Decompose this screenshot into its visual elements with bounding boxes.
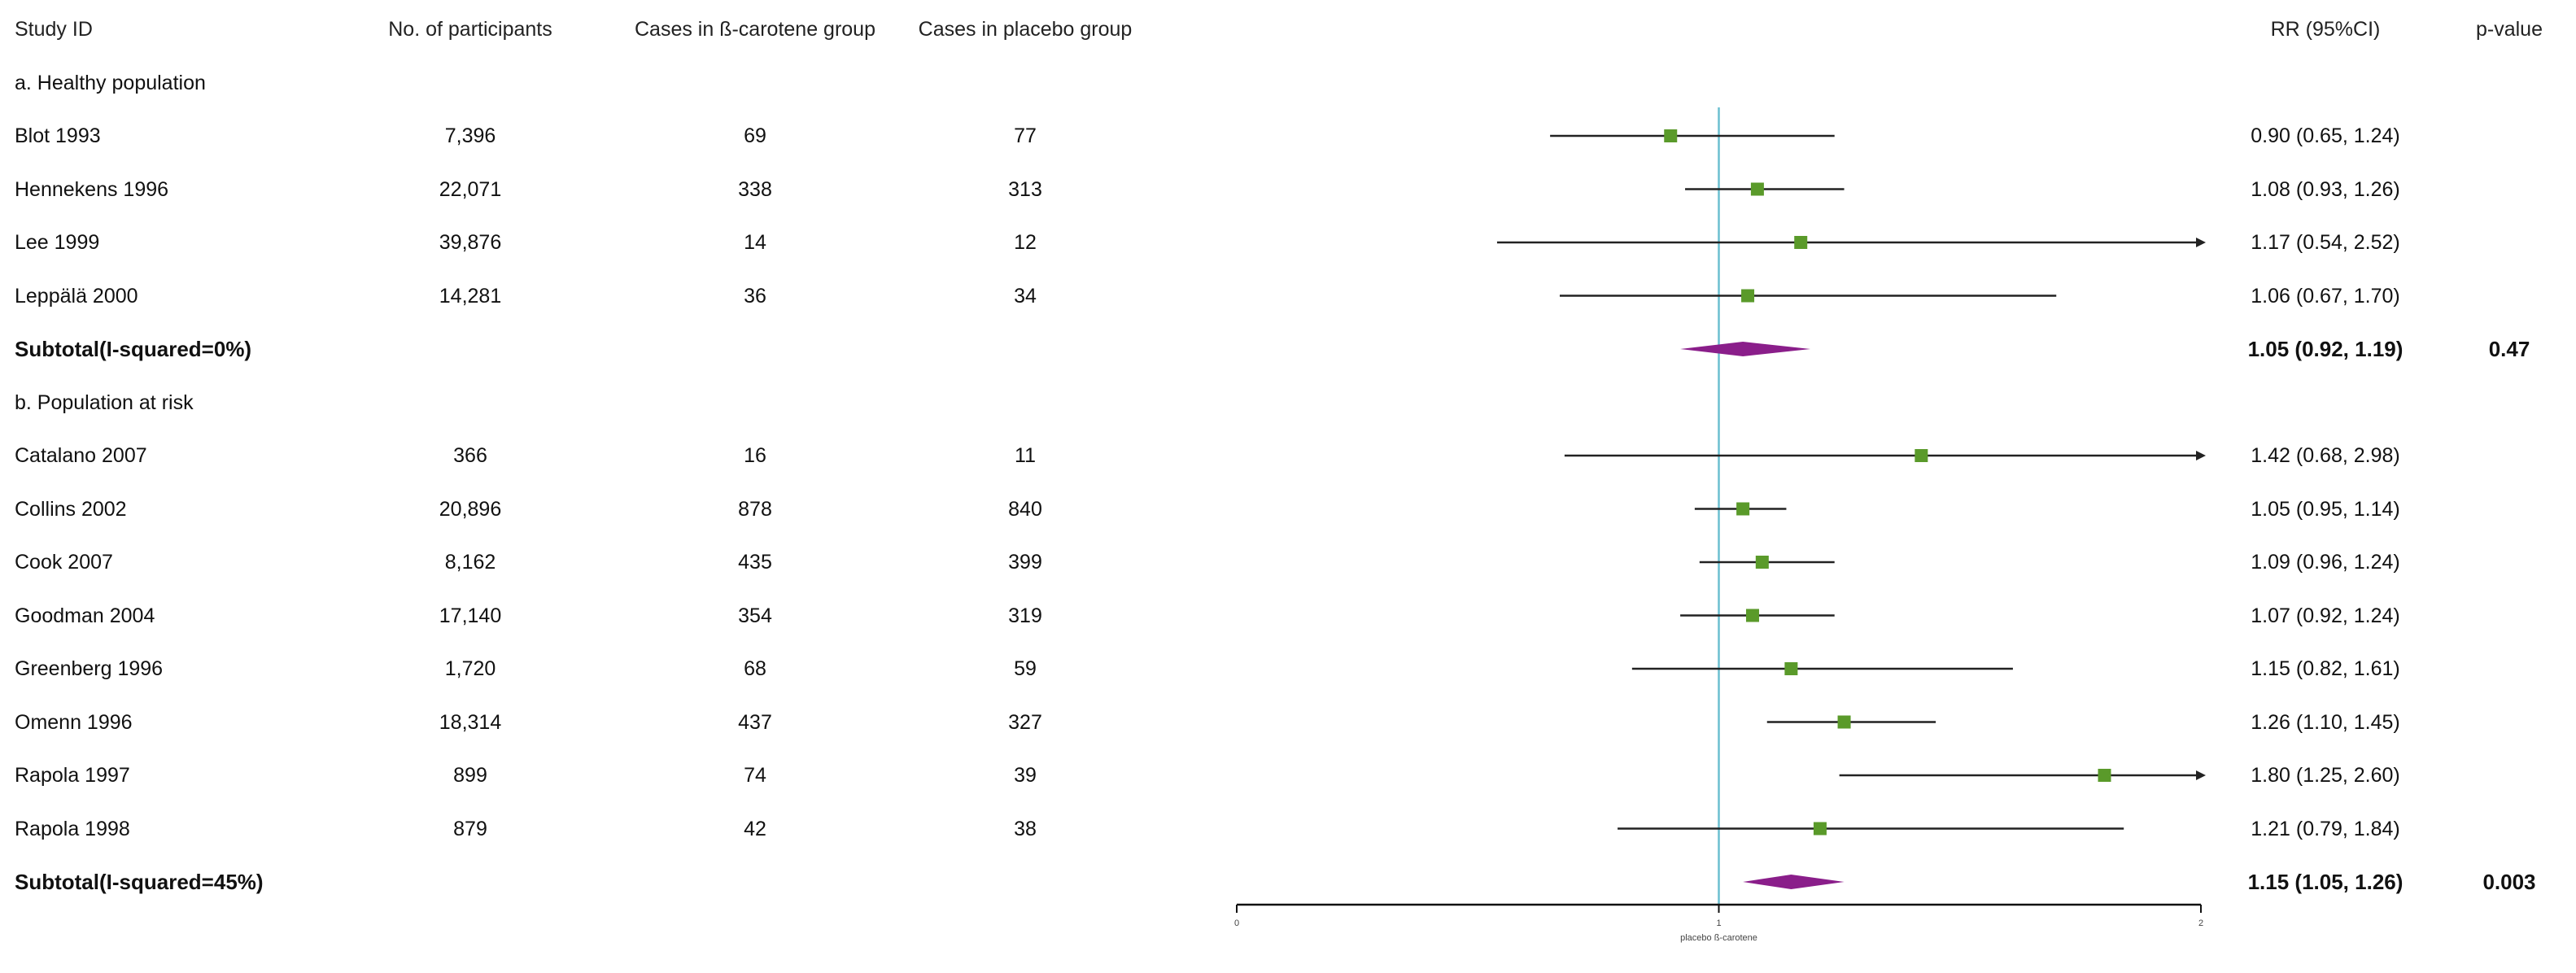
study-cases-placebo: 327 <box>1008 710 1042 734</box>
study-participants: 366 <box>453 444 487 467</box>
study-rr: 1.15 (0.82, 1.61) <box>2251 657 2400 680</box>
study-participants: 14,281 <box>439 284 502 308</box>
study-cases-placebo: 34 <box>1014 284 1037 308</box>
study-rr: 1.26 (1.10, 1.45) <box>2251 710 2400 734</box>
subtotal-pvalue: 0.003 <box>2482 870 2536 894</box>
study-cases-beta: 36 <box>744 284 766 308</box>
study-rr: 1.17 (0.54, 2.52) <box>2251 231 2400 254</box>
study-cases-beta: 16 <box>744 444 766 467</box>
study-participants: 7,396 <box>444 124 496 147</box>
point-estimate <box>1755 556 1769 569</box>
study-cases-beta: 435 <box>738 551 772 574</box>
point-estimate <box>1750 182 1764 196</box>
header-study-id: Study ID <box>15 18 93 41</box>
study-cases-placebo: 38 <box>1014 817 1037 840</box>
study-cases-placebo: 77 <box>1014 124 1037 147</box>
study-rr: 1.05 (0.95, 1.14) <box>2251 497 2400 521</box>
study-rr: 1.80 (1.25, 2.60) <box>2251 764 2400 787</box>
study-participants: 1,720 <box>444 657 496 680</box>
study-participants: 18,314 <box>439 710 502 734</box>
study-cases-beta: 74 <box>744 764 766 787</box>
study-participants: 8,162 <box>444 551 496 574</box>
point-estimate <box>1784 662 1798 675</box>
study-participants: 20,896 <box>439 497 502 521</box>
header-pvalue: p-value <box>2476 18 2543 41</box>
study-id: Catalano 2007 <box>15 444 147 467</box>
ci-arrow <box>2196 238 2206 247</box>
x-tick-label: 0 <box>1234 918 1239 928</box>
study-cases-beta: 42 <box>744 817 766 840</box>
study-participants: 879 <box>453 817 487 840</box>
study-id: Rapola 1997 <box>15 764 130 787</box>
group-label: b. Population at risk <box>15 391 194 414</box>
point-estimate <box>1915 449 1928 462</box>
study-cases-beta: 354 <box>738 604 772 627</box>
x-axis-label: placebo ß-carotene <box>1680 933 1757 943</box>
study-rr: 1.08 (0.93, 1.26) <box>2251 177 2400 201</box>
study-participants: 17,140 <box>439 604 502 627</box>
point-estimate <box>1813 822 1827 836</box>
study-id: Leppälä 2000 <box>15 284 138 308</box>
study-cases-placebo: 399 <box>1008 551 1042 574</box>
header-cases-beta: Cases in ß-carotene group <box>635 18 875 41</box>
study-id: Blot 1993 <box>15 124 101 147</box>
subtotal-label: Subtotal(I-squared=45%) <box>15 870 264 894</box>
study-cases-beta: 68 <box>744 657 766 680</box>
study-cases-placebo: 59 <box>1014 657 1037 680</box>
study-cases-beta: 338 <box>738 177 772 201</box>
study-participants: 22,071 <box>439 177 502 201</box>
subtotal-pvalue: 0.47 <box>2488 337 2530 361</box>
study-id: Rapola 1998 <box>15 817 130 840</box>
point-estimate <box>1664 129 1678 142</box>
study-id: Cook 2007 <box>15 551 113 574</box>
point-estimate <box>1736 502 1750 516</box>
study-cases-placebo: 319 <box>1008 604 1042 627</box>
study-id: Hennekens 1996 <box>15 177 169 201</box>
study-rr: 1.21 (0.79, 1.84) <box>2251 817 2400 840</box>
study-id: Omenn 1996 <box>15 710 133 734</box>
group-label: a. Healthy population <box>15 71 206 94</box>
x-tick-label: 1 <box>1716 918 1721 928</box>
study-rr: 0.90 (0.65, 1.24) <box>2251 124 2400 147</box>
point-estimate <box>1837 715 1851 729</box>
study-cases-placebo: 313 <box>1008 177 1042 201</box>
header-cases-placebo: Cases in placebo group <box>918 18 1133 41</box>
study-id: Lee 1999 <box>15 231 100 254</box>
study-cases-placebo: 840 <box>1008 497 1042 521</box>
ci-arrow <box>2196 770 2206 780</box>
header-participants: No. of participants <box>388 18 552 41</box>
subtotal-label: Subtotal(I-squared=0%) <box>15 337 252 361</box>
study-participants: 39,876 <box>439 231 502 254</box>
pooled-diamond <box>1680 342 1811 356</box>
study-rr: 1.07 (0.92, 1.24) <box>2251 604 2400 627</box>
x-tick-label: 2 <box>2198 918 2203 928</box>
subtotal-rr: 1.15 (1.05, 1.26) <box>2247 870 2404 894</box>
subtotal-rr: 1.05 (0.92, 1.19) <box>2247 337 2404 361</box>
pooled-diamond <box>1743 875 1845 889</box>
point-estimate <box>2098 769 2111 782</box>
study-cases-beta: 14 <box>744 231 766 254</box>
study-rr: 1.09 (0.96, 1.24) <box>2251 551 2400 574</box>
study-cases-placebo: 12 <box>1014 231 1037 254</box>
study-rr: 1.42 (0.68, 2.98) <box>2251 444 2400 467</box>
study-cases-beta: 437 <box>738 710 772 734</box>
ci-arrow <box>2196 451 2206 460</box>
point-estimate <box>1741 289 1755 303</box>
study-cases-placebo: 39 <box>1014 764 1037 787</box>
point-estimate <box>1794 236 1808 249</box>
study-participants: 899 <box>453 764 487 787</box>
study-id: Collins 2002 <box>15 497 127 521</box>
header-rr: RR (95%CI) <box>2270 18 2381 41</box>
study-rr: 1.06 (0.67, 1.70) <box>2251 284 2400 308</box>
point-estimate <box>1745 609 1759 622</box>
study-cases-placebo: 11 <box>1015 444 1036 467</box>
study-id: Goodman 2004 <box>15 604 155 627</box>
study-cases-beta: 878 <box>738 497 772 521</box>
study-id: Greenberg 1996 <box>15 657 164 680</box>
study-cases-beta: 69 <box>744 124 766 147</box>
